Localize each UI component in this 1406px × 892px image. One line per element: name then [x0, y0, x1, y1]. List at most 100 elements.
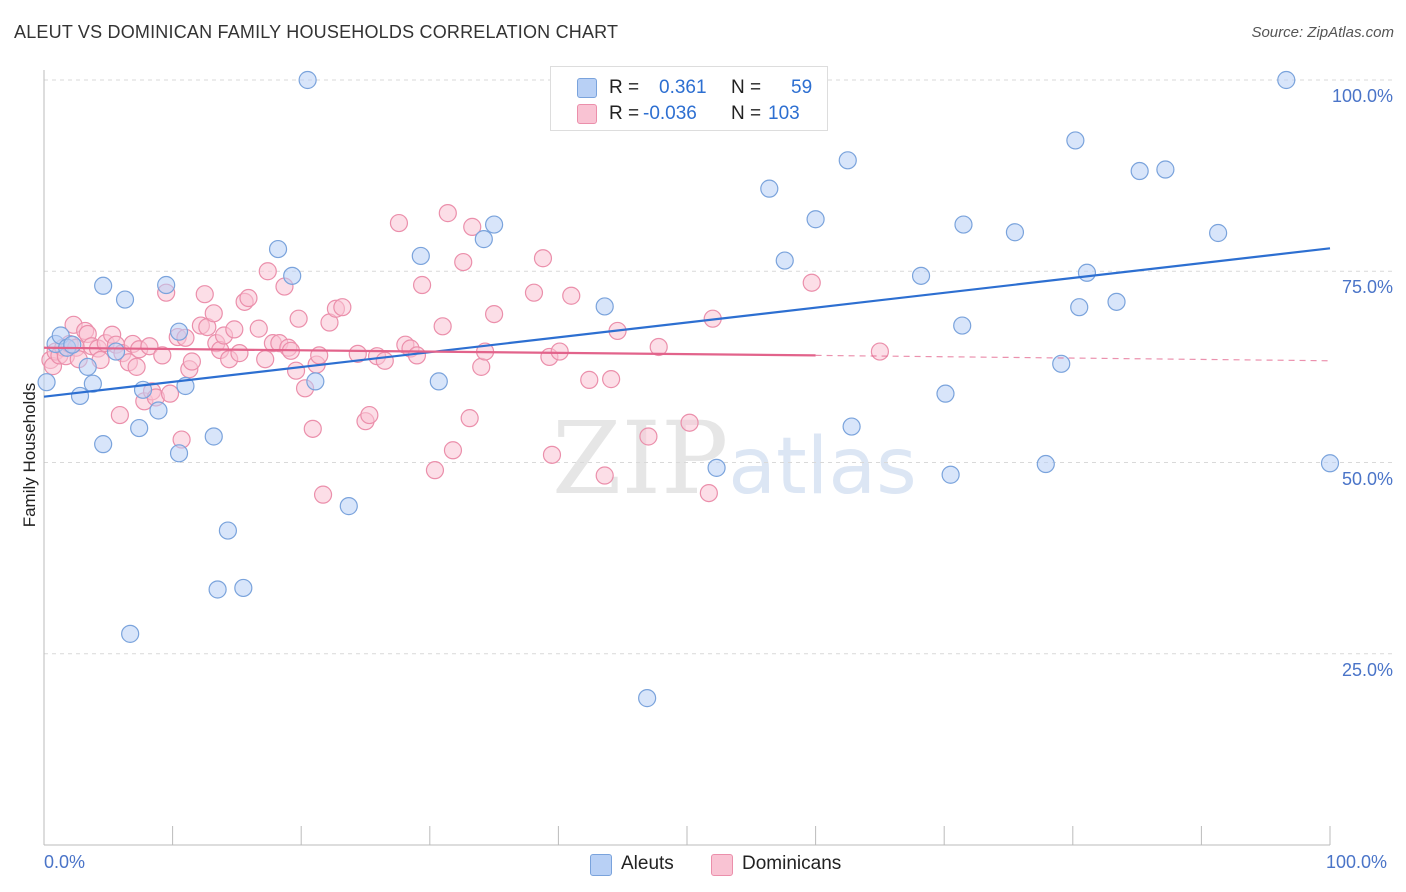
- aleut-point: [94, 435, 113, 454]
- dominican-point: [160, 384, 180, 403]
- dominican-point: [425, 461, 445, 480]
- aleut-point: [130, 418, 149, 438]
- dominican-point: [550, 342, 569, 361]
- dominican-points: [41, 204, 890, 504]
- dominican-point: [639, 427, 658, 446]
- dominican-point: [463, 217, 482, 236]
- aleut-point: [1077, 263, 1097, 282]
- aleut-point: [1130, 161, 1149, 181]
- aleut-points: [37, 70, 1340, 708]
- aleut-point: [218, 521, 237, 540]
- watermark-zip: ZIP: [552, 400, 729, 517]
- aleut-point: [149, 401, 168, 420]
- aleut-point: [234, 578, 253, 598]
- legend-n-value: 103: [768, 103, 800, 124]
- dominican-point: [313, 485, 333, 504]
- dominican-point: [485, 304, 504, 324]
- aleut-point: [954, 215, 973, 234]
- dominican-point: [542, 445, 562, 464]
- aleut-point: [1066, 131, 1085, 150]
- aleut-point: [1107, 292, 1126, 311]
- aleut-point: [411, 246, 430, 266]
- dominican-point: [360, 405, 379, 425]
- dominican-point: [333, 298, 352, 317]
- aleut-point: [208, 580, 227, 599]
- dominican-point: [699, 484, 718, 503]
- bottom-legend-label: Dominicans: [742, 853, 842, 874]
- aleut-point: [1320, 454, 1340, 473]
- source-label: Source: ZipAtlas.com: [1251, 24, 1394, 41]
- aleut-point: [638, 689, 657, 708]
- aleut-point: [204, 427, 223, 446]
- aleut-point: [941, 465, 960, 484]
- aleut-point: [78, 357, 97, 376]
- aleut-point: [63, 335, 82, 354]
- watermark: ZIPatlas: [552, 400, 917, 517]
- aleut-trend-line: [43, 247, 1331, 398]
- aleut-point: [121, 624, 140, 643]
- aleut-point: [1209, 223, 1228, 243]
- aleut-point: [838, 151, 857, 170]
- dominican-point: [348, 344, 367, 363]
- aleut-point: [1070, 298, 1089, 317]
- aleut-swatch: [577, 78, 597, 98]
- aleut-point: [485, 215, 504, 234]
- dominican-trend-line-dashed: [815, 354, 1331, 362]
- dominican-point: [524, 283, 544, 302]
- legend-row-aleuts: R = 0.361 N = 59: [551, 75, 827, 101]
- dominican-point: [140, 337, 159, 356]
- dominican-swatch: [577, 104, 597, 124]
- aleut-point: [936, 384, 955, 403]
- legend-r-value: 0.361: [659, 77, 707, 98]
- x-tick-label-max: 100.0%: [1326, 852, 1388, 872]
- dominican-point: [375, 351, 394, 370]
- legend-r-label: R =: [609, 77, 640, 98]
- dominican-point: [602, 370, 621, 389]
- dominican-point: [239, 288, 258, 308]
- aleut-point: [474, 230, 493, 249]
- aleut-point: [268, 239, 288, 259]
- aleut-point: [157, 275, 176, 295]
- dominican-point: [433, 317, 452, 336]
- aleut-point: [169, 444, 189, 463]
- dominican-point: [225, 320, 244, 339]
- dominican-point: [182, 352, 201, 371]
- dominican-point: [289, 309, 308, 328]
- dominican-point: [153, 346, 172, 365]
- dominican-point: [680, 413, 699, 432]
- aleut-point: [106, 342, 126, 361]
- legend-n-value: 59: [791, 77, 813, 98]
- dominican-point: [438, 204, 457, 223]
- dominican-point: [580, 370, 599, 389]
- aleut-point: [37, 373, 56, 392]
- dominican-swatch: [711, 854, 733, 876]
- aleut-point: [1005, 223, 1025, 242]
- aleut-point: [94, 276, 113, 295]
- dominican-point: [870, 342, 890, 361]
- aleut-point: [595, 297, 614, 316]
- dominican-point: [249, 319, 268, 338]
- watermark-atlas: atlas: [728, 422, 917, 512]
- legend-box: R = 0.361 N = 59 R = -0.036 N = 103: [550, 66, 828, 131]
- dominican-point: [443, 441, 463, 460]
- aleut-point: [911, 266, 931, 285]
- dominican-point: [256, 350, 275, 369]
- legend-r-label: R =: [609, 103, 640, 124]
- aleut-point: [1277, 70, 1296, 90]
- aleut-point: [842, 417, 861, 436]
- y-tick-label: 75.0%: [1341, 277, 1393, 298]
- axes: [43, 70, 1331, 846]
- dominican-point: [595, 466, 614, 485]
- dominican-point: [472, 357, 491, 376]
- dominican-point: [389, 213, 409, 233]
- dominican-point: [127, 357, 146, 376]
- bottom-legend-label: Aleuts: [621, 853, 674, 874]
- chart-title: ALEUT VS DOMINICAN FAMILY HOUSEHOLDS COR…: [14, 22, 619, 42]
- aleut-point: [775, 251, 794, 270]
- gridlines: [44, 79, 1393, 655]
- aleut-point: [1052, 354, 1071, 373]
- dominican-point: [454, 252, 473, 272]
- aleut-point: [707, 458, 726, 477]
- y-tick-label: 100.0%: [1331, 86, 1393, 106]
